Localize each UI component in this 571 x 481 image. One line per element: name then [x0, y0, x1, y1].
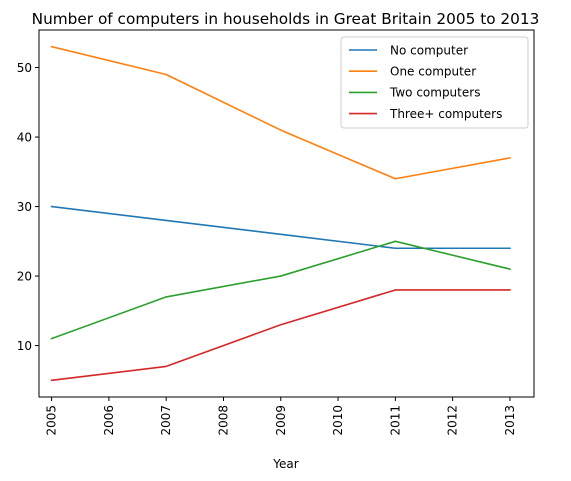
- legend-box: [340, 36, 529, 129]
- y-axis: 10 20 30 40 50: [17, 61, 39, 353]
- series-line-2: [50, 240, 511, 340]
- x-tick-label-7: 2012: [446, 405, 460, 436]
- x-tick-label-8: 2013: [503, 405, 517, 436]
- legend: No computer One computer Two computers Thre…: [340, 36, 529, 129]
- chart-title: Number of computers in households in Gre…: [32, 10, 540, 28]
- legend-label-0: No computer: [390, 43, 468, 57]
- y-tick-label-1: 20: [17, 269, 32, 283]
- legend-label-3: Three+ computers: [389, 107, 502, 121]
- x-tick-label-1: 2006: [102, 405, 116, 436]
- legend-label-2: Two computers: [389, 86, 480, 100]
- x-axis: 2005 2006 2007 2008 2009 2010 2011 2012 2013: [45, 397, 517, 436]
- series-line-3: [50, 289, 511, 382]
- plot-area: [50, 45, 511, 382]
- x-tick-label-4: 2009: [274, 405, 288, 436]
- series-line-0: [50, 205, 511, 250]
- x-tick-label-2: 2007: [159, 405, 173, 436]
- x-tick-label-0: 2005: [45, 405, 59, 436]
- y-tick-label-0: 10: [17, 339, 32, 353]
- x-axis-label: Year: [272, 457, 298, 471]
- y-tick-label-3: 40: [17, 130, 32, 144]
- x-tick-label-6: 2011: [388, 405, 402, 436]
- y-tick-label-2: 30: [17, 200, 32, 214]
- y-tick-label-4: 50: [17, 61, 32, 75]
- series-line-1: [50, 45, 511, 180]
- x-tick-label-3: 2008: [216, 405, 230, 436]
- legend-label-1: One computer: [390, 65, 476, 79]
- plot-frame: [38, 29, 535, 398]
- x-tick-label-5: 2010: [331, 405, 345, 436]
